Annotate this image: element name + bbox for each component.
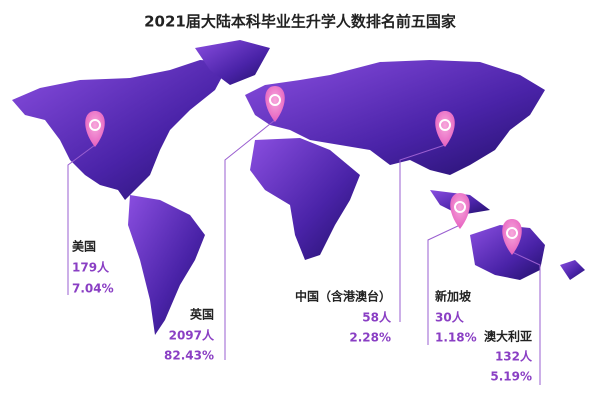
leader-line: [399, 144, 446, 322]
share: 7.04%: [72, 282, 114, 296]
share: 1.18%: [435, 331, 477, 345]
pins: [85, 86, 522, 255]
pin: [502, 219, 522, 255]
pin: [450, 193, 470, 229]
leader-line: [224, 119, 276, 360]
leader-line: [427, 224, 461, 345]
pin: [265, 86, 285, 122]
count: 58人: [362, 310, 392, 325]
leader-lines: [67, 119, 541, 385]
count: 30人: [435, 310, 465, 325]
country-name: 中国（含港澳台）: [295, 289, 391, 304]
country-name: 英国: [190, 307, 214, 322]
count: 179人: [72, 260, 110, 275]
pin: [85, 111, 105, 147]
share: 5.19%: [490, 370, 532, 384]
title: 2021届大陆本科毕业生升学人数排名前五国家: [144, 13, 456, 31]
world-map: [12, 40, 585, 335]
share: 82.43%: [164, 349, 214, 363]
country-name: 澳大利亚: [484, 329, 532, 344]
leader-line: [511, 251, 541, 385]
labels: 美国 179人 7.04% 英国 2097人 82.43% 中国（含港澳台） 5…: [72, 239, 533, 384]
share: 2.28%: [349, 331, 391, 345]
country-name: 新加坡: [435, 289, 472, 304]
country-name: 美国: [72, 239, 96, 254]
leader-line: [67, 144, 96, 295]
count: 2097人: [169, 328, 215, 343]
pin: [435, 111, 455, 147]
count: 132人: [495, 349, 533, 364]
